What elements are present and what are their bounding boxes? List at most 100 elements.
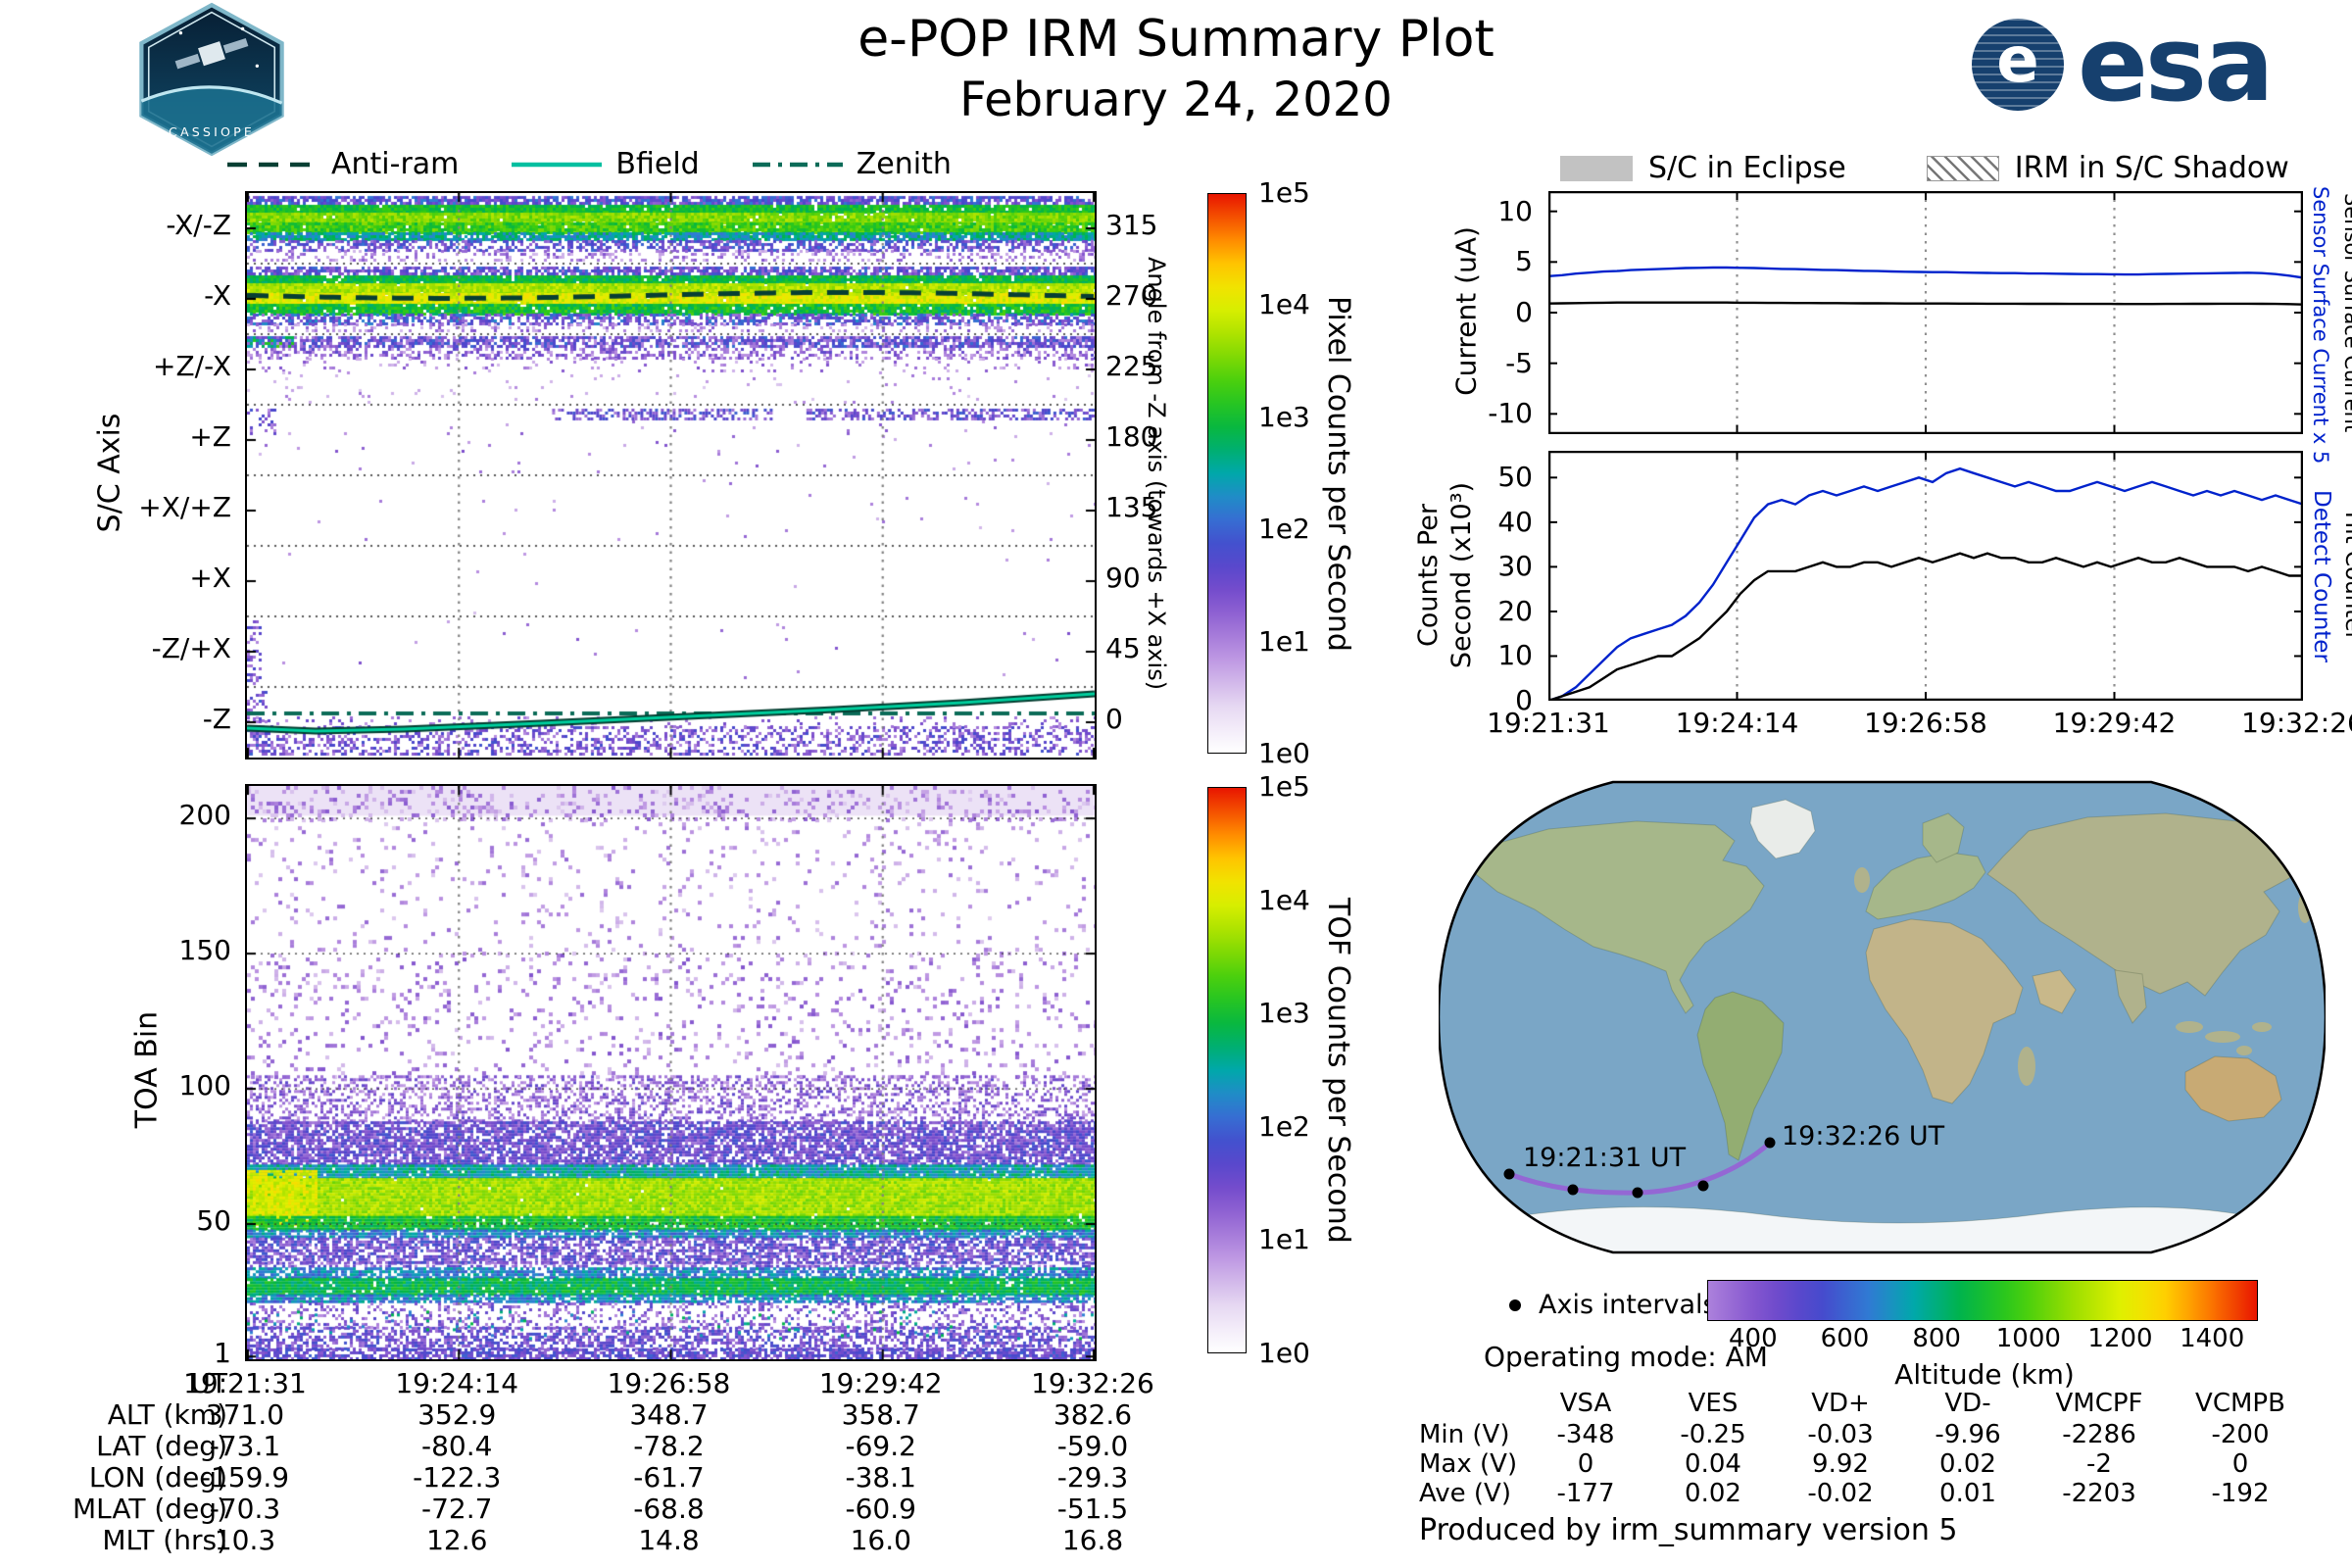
axis-interval-dot (1509, 1299, 1521, 1311)
satellite-icon (174, 37, 249, 70)
pixel-colorbar-tick: 1e5 (1258, 176, 1310, 209)
pixel-colorbar-tick: 1e2 (1258, 513, 1310, 546)
world-map: 19:21:31 UT 19:32:26 UT (1439, 780, 2326, 1254)
ephemeris-value: 14.8 (638, 1524, 700, 1556)
ephemeris-value: -68.8 (633, 1493, 705, 1525)
tof-counts-colorbar (1207, 787, 1247, 1353)
sensor-surface-current-label: Sensor Surface Current (2340, 192, 2352, 433)
continent-north-america (1465, 820, 1765, 1014)
voltage-column-header: VSA (1559, 1389, 1612, 1418)
track-interval-dot (1632, 1187, 1643, 1199)
track-start-label: 19:21:31 UT (1523, 1143, 1687, 1173)
continent-arabia (2032, 969, 2077, 1014)
plot-border (1548, 451, 2303, 701)
legend-line-sample (512, 162, 603, 167)
angle-tick-label: 135 (1105, 491, 1158, 523)
voltage-column-header: VD+ (1811, 1389, 1870, 1418)
ephemeris-value: 10.3 (214, 1524, 276, 1556)
sc-axis-row-label: +Z/-X (153, 350, 231, 382)
legend-item-anti-ram: Anti-ram (227, 147, 459, 181)
angle-tick-label: 45 (1105, 632, 1141, 664)
island (2176, 1021, 2203, 1033)
counts-ytick-label: 50 (1497, 461, 1533, 494)
altitude-tick-label: 1000 (1995, 1324, 2061, 1353)
operating-mode-label: Operating mode: AM (1484, 1341, 1768, 1373)
detect-counter-label: Detect Counter (2309, 489, 2334, 662)
current-ytick-label: 0 (1515, 296, 1533, 328)
voltage-row-label: Min (V) (1419, 1420, 1510, 1449)
ephemeris-value: 358.7 (841, 1398, 920, 1431)
voltage-value: -177 (1556, 1479, 1615, 1508)
angle-tick-label: 270 (1105, 279, 1158, 312)
ephemeris-row-label: MLT (hrs) (102, 1524, 227, 1556)
counts-ytick-label: 40 (1497, 505, 1533, 538)
voltage-value: -2286 (2062, 1420, 2136, 1449)
tof-colorbar-tick: 1e5 (1258, 770, 1310, 803)
island (2306, 1127, 2316, 1143)
altitude-tick-label: 400 (1729, 1324, 1778, 1353)
sc-axis-row-label: +X/+Z (138, 491, 231, 523)
altitude-tick-label: 1400 (2180, 1324, 2245, 1353)
plot-border (1548, 191, 2303, 434)
counters-chart (1548, 451, 2303, 701)
esa-logo-e: e (1996, 24, 2039, 97)
voltage-value: -9.96 (1935, 1420, 2001, 1449)
sensor-current-chart (1548, 191, 2303, 434)
ephemeris-value: 12.6 (426, 1524, 488, 1556)
sc-axis-row-label: +X (189, 562, 231, 594)
voltage-value: -2203 (2062, 1479, 2136, 1508)
angle-tick-label: 315 (1105, 209, 1158, 241)
badge-star (240, 26, 245, 31)
track-interval-dot (1764, 1137, 1776, 1149)
altitude-tick-label: 600 (1820, 1324, 1870, 1353)
ephemeris-value: -72.7 (421, 1493, 493, 1525)
pixel-colorbar-tick: 1e1 (1258, 624, 1310, 658)
ephemeris-row-label: UT (190, 1367, 227, 1399)
legend-label: Bfield (615, 147, 700, 181)
ephemeris-value: -122.3 (413, 1461, 502, 1494)
voltage-value: 9.92 (1812, 1449, 1869, 1479)
page-date: February 24, 2020 (959, 73, 1393, 127)
sc-axis-row-label: +Z (189, 420, 231, 453)
sensor-surface-current-x5-label: Sensor Surface Current x 5 (2309, 186, 2332, 465)
badge-earth-limb (140, 85, 283, 105)
ephemeris-value: 19:24:14 (395, 1367, 519, 1399)
tof-colorbar-tick: 1e1 (1258, 1223, 1310, 1256)
ephemeris-value: 19:32:26 (1031, 1367, 1154, 1399)
current-ytick-label: -10 (1488, 397, 1533, 430)
ephemeris-value: -38.1 (845, 1461, 916, 1494)
ephemeris-value: -51.5 (1056, 1493, 1129, 1525)
island (2236, 1046, 2252, 1055)
ephemeris-value: -78.2 (633, 1430, 705, 1462)
esa-wordmark: esa (2078, 4, 2275, 124)
sc-axis-row-label: -Z (202, 703, 231, 735)
legend-line-sample (752, 162, 843, 167)
continent-australia (2184, 1055, 2282, 1122)
continent-asia (1986, 812, 2310, 997)
ut-tick-label: 19:24:14 (1675, 707, 1799, 739)
page-title: e-POP IRM Summary Plot (858, 10, 1494, 69)
badge-star (255, 64, 260, 68)
ephemeris-value: -159.9 (200, 1461, 290, 1494)
series-hit-counter (1548, 552, 2303, 701)
angle-axis-label: Angle from -Z axis (towards +X axis) (1143, 256, 1170, 691)
voltage-column-header: VMCPF (2055, 1389, 2143, 1418)
island (2018, 1047, 2035, 1086)
hit-counter-label: Hit Counter (2340, 511, 2352, 641)
voltage-value: 0.02 (1939, 1449, 1996, 1479)
voltage-column-header: VD- (1944, 1389, 1991, 1418)
counts-ytick-label: 10 (1497, 639, 1533, 672)
track-interval-dot (1567, 1184, 1579, 1196)
voltage-value: -200 (2211, 1420, 2270, 1449)
orientation-legend: Anti-ram Bfield Zenith (227, 147, 952, 181)
esa-logo: e esa (1972, 4, 2275, 124)
ephemeris-row-label: LON (deg) (88, 1461, 227, 1494)
ephemeris-row-label: ALT (km) (107, 1398, 227, 1431)
sc-axis-row-label: -Z/+X (151, 632, 231, 664)
voltage-value: 0 (2231, 1449, 2249, 1479)
ephemeris-value: 348.7 (629, 1398, 709, 1431)
sc-axis-row-label: -X (204, 279, 231, 312)
toa-tick-label: 200 (178, 799, 231, 832)
continent-antarctica (1479, 1206, 2290, 1252)
cassiope-mission-badge: CASSIOPE (139, 2, 284, 157)
